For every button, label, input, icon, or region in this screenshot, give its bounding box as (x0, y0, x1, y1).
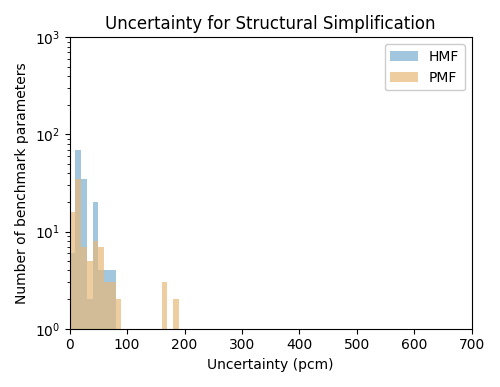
Bar (248, 329, 254, 387)
Title: Uncertainty for Structural Simplification: Uncertainty for Structural Simplificatio… (106, 15, 436, 33)
Bar (76, 149, 81, 387)
Bar (116, 329, 121, 387)
Legend: HMF, PMF: HMF, PMF (384, 44, 465, 90)
Bar (81, 179, 87, 387)
Bar (116, 300, 121, 387)
Bar (104, 283, 110, 387)
Bar (110, 270, 116, 387)
Bar (156, 329, 162, 387)
Bar (230, 329, 236, 387)
Bar (150, 329, 156, 387)
Bar (87, 261, 92, 387)
Bar (122, 329, 127, 387)
Bar (98, 270, 104, 387)
Bar (87, 300, 92, 387)
Bar (184, 329, 190, 387)
Bar (214, 329, 219, 387)
Bar (98, 247, 104, 387)
Bar (259, 329, 265, 387)
Bar (162, 283, 168, 387)
Bar (76, 179, 81, 387)
Bar (110, 283, 116, 387)
X-axis label: Uncertainty (pcm): Uncertainty (pcm) (208, 358, 334, 372)
Bar (70, 253, 75, 387)
Bar (92, 202, 98, 387)
Y-axis label: Number of benchmark parameters: Number of benchmark parameters (15, 62, 29, 304)
Bar (70, 212, 75, 387)
Bar (127, 329, 133, 387)
Bar (81, 247, 87, 387)
Bar (202, 329, 207, 387)
Bar (104, 270, 110, 387)
Bar (173, 300, 179, 387)
Bar (168, 329, 173, 387)
Bar (190, 329, 196, 387)
Bar (92, 241, 98, 387)
